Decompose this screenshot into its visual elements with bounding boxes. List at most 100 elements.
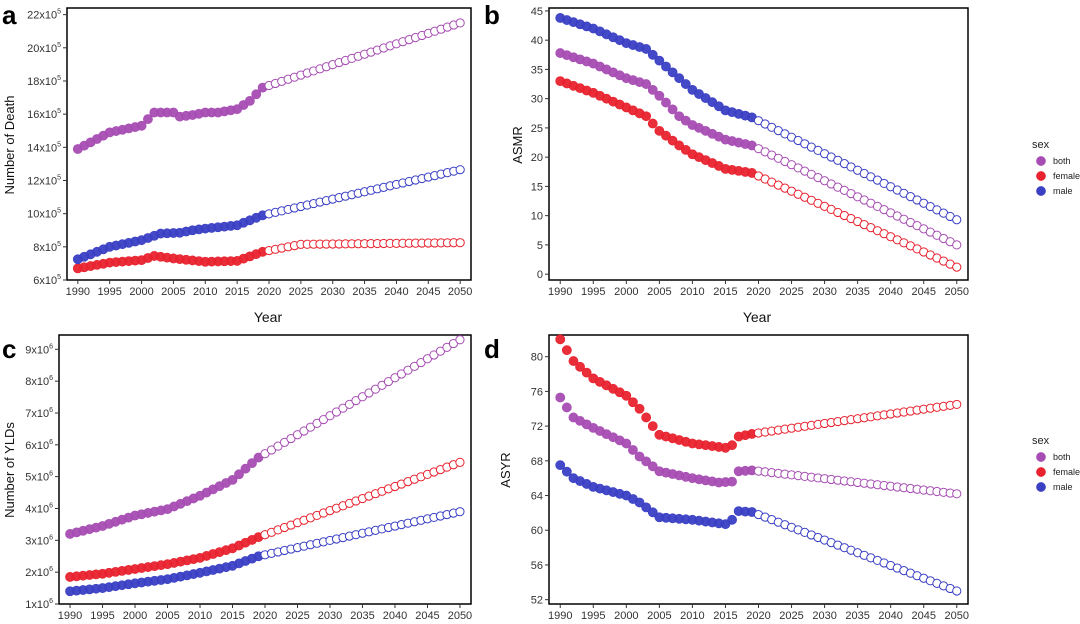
legend-label-female: female: [1053, 171, 1080, 181]
series-both: [555, 392, 962, 499]
x-tick-label: 2020: [253, 610, 277, 619]
x-tick-label: 1995: [90, 610, 114, 619]
data-point-observed: [634, 451, 645, 462]
y-tick-label: 15: [531, 181, 543, 193]
x-tick-label: 2025: [779, 610, 803, 619]
x-tick-label: 1990: [66, 286, 90, 298]
data-point-observed: [634, 497, 645, 508]
y-tick-label: 14x105: [27, 141, 61, 154]
panel-label: d: [484, 334, 500, 364]
data-point-observed: [561, 402, 572, 413]
panel-label: a: [2, 0, 17, 30]
y-tick-label: 68: [531, 456, 543, 468]
x-tick-label: 2025: [285, 610, 309, 619]
x-tick-label: 2050: [448, 610, 472, 619]
legend-swatch-male: [1036, 186, 1046, 196]
data-point-observed: [647, 507, 658, 518]
y-tick-label: 10x105: [27, 208, 61, 221]
data-point-observed: [555, 392, 566, 403]
data-point-observed: [727, 440, 737, 451]
x-tick-label: 1990: [58, 610, 82, 619]
y-tick-label: 6x105: [33, 274, 61, 287]
legend-swatch-female: [1036, 171, 1046, 181]
x-tick-label: 2010: [188, 610, 212, 619]
plot-frame: [548, 7, 969, 281]
panel-c: c 1990 1995 2000 2005 2010 2015 2020 2025 2030 203…: [2, 334, 472, 622]
x-tick-label: 2045: [911, 610, 935, 619]
plot-frame: [58, 334, 472, 605]
data-point-observed: [568, 356, 579, 366]
data-point-observed: [661, 97, 671, 108]
data-point-observed: [647, 118, 658, 129]
panel-label: c: [2, 334, 16, 364]
data-point-observed: [555, 460, 566, 471]
series-male: [555, 13, 962, 225]
legend-swatch-both: [1036, 452, 1046, 462]
legend-label-male: male: [1053, 482, 1073, 492]
data-point-observed: [227, 474, 238, 485]
x-tick-label: 2005: [647, 286, 671, 298]
y-tick-label: 60: [531, 525, 543, 537]
x-tick-label: 2000: [614, 610, 638, 619]
y-tick-label: 18x105: [27, 75, 61, 88]
x-tick-label: 2025: [289, 286, 313, 298]
x-tick-label: 2010: [680, 286, 704, 298]
data-point-observed: [641, 502, 652, 513]
x-tick-label: 2050: [448, 286, 472, 298]
series-both: [65, 335, 465, 539]
data-point-projected: [952, 240, 962, 250]
data-point-observed: [647, 421, 658, 432]
data-point-observed: [654, 125, 665, 136]
x-axis-label: Year: [743, 309, 772, 325]
x-tick-label: 2020: [746, 610, 770, 619]
legend-swatch-both: [1036, 156, 1046, 166]
y-tick-label: 25: [531, 123, 543, 135]
series-male: [555, 460, 962, 596]
y-tick-label: 10: [531, 211, 543, 223]
x-tick-label: 2005: [647, 610, 671, 619]
data-point-projected: [455, 238, 465, 248]
x-tick-label: 2005: [155, 610, 179, 619]
legend-label-both: both: [1053, 156, 1071, 166]
y-axis-label: ASYR: [498, 452, 513, 487]
panel-label: b: [484, 0, 500, 30]
y-tick-label: 9x106: [25, 343, 53, 356]
data-point-projected: [952, 399, 962, 410]
x-tick-label: 2005: [161, 286, 185, 298]
x-tick-label: 2050: [945, 610, 969, 619]
x-tick-label: 2040: [878, 610, 902, 619]
y-tick-label: 5: [537, 240, 543, 252]
legend-label-female: female: [1053, 467, 1080, 477]
x-tick-label: 2020: [257, 286, 281, 298]
series-female: [72, 238, 465, 274]
legend-swatch-female: [1036, 467, 1046, 477]
data-point-observed: [661, 61, 671, 72]
y-tick-label: 16x105: [27, 108, 61, 121]
y-tick-label: 0: [537, 269, 543, 281]
data-point-observed: [247, 458, 257, 469]
data-point-projected: [952, 586, 962, 596]
x-tick-label: 2040: [384, 286, 408, 298]
y-tick-label: 22x105: [27, 9, 61, 22]
x-tick-label: 2015: [713, 610, 737, 619]
x-tick-label: 2045: [911, 286, 935, 298]
y-tick-label: 1x106: [25, 598, 53, 611]
data-point-observed: [621, 390, 632, 401]
x-tick-label: 2035: [845, 286, 869, 298]
y-tick-label: 20x105: [27, 42, 61, 55]
series-female: [555, 334, 962, 453]
y-tick-label: 56: [531, 560, 543, 572]
data-point-observed: [143, 114, 153, 125]
y-tick-label: 45: [531, 6, 543, 18]
data-point-observed: [647, 84, 658, 95]
data-point-observed: [727, 476, 737, 487]
x-tick-label: 2000: [123, 610, 147, 619]
x-tick-label: 2030: [812, 286, 836, 298]
series-male: [65, 507, 465, 597]
y-tick-label: 12x105: [27, 174, 61, 187]
x-tick-label: 2010: [193, 286, 217, 298]
data-point-observed: [667, 135, 678, 146]
data-point-observed: [634, 403, 645, 414]
